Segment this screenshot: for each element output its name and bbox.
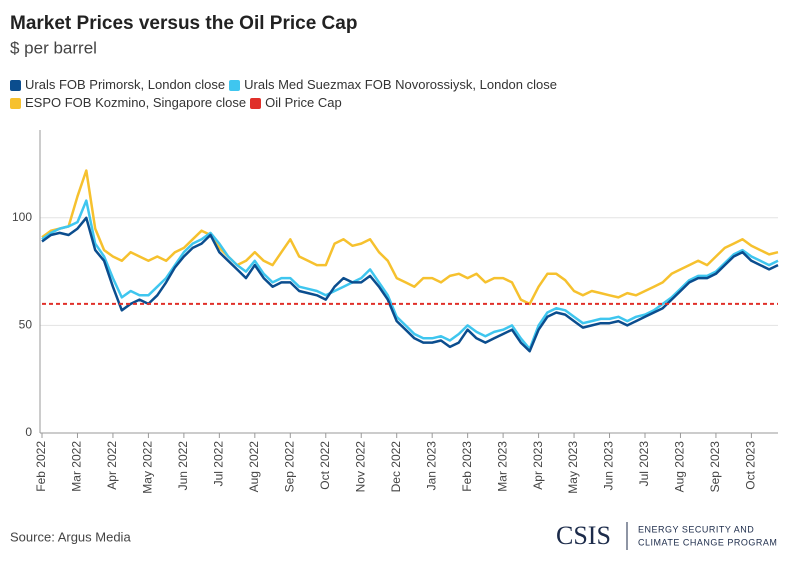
legend-label: Oil Price Cap — [265, 95, 342, 110]
legend-item: Oil Price Cap — [250, 94, 342, 112]
source: Source: Argus Media — [10, 529, 131, 544]
legend-swatch — [229, 79, 241, 91]
series-line — [41, 199, 779, 351]
x-tick-label: Jan 2023 — [424, 441, 438, 491]
y-tick-label: 100 — [12, 210, 32, 224]
chart-subtitle: $ per barrel — [10, 38, 97, 57]
x-tick-label: Aug 2022 — [247, 441, 261, 493]
legend-item: Urals FOB Primorsk, London close — [10, 76, 225, 94]
legend-item: Urals Med Suezmax FOB Novorossiysk, Lond… — [229, 76, 557, 94]
x-tick-label: Jul 2023 — [637, 441, 651, 487]
legend-swatch — [10, 97, 21, 109]
logo-line: ENERGY SECURITY AND — [638, 524, 754, 534]
y-tick-label: 0 — [25, 425, 32, 439]
x-tick-label: Jun 2023 — [602, 441, 616, 491]
legend-label: Urals FOB Primorsk, London close — [25, 77, 226, 92]
x-tick-label: Mar 2022 — [70, 441, 84, 492]
legend-swatch — [250, 97, 262, 109]
x-tick-label: Sep 2022 — [282, 441, 296, 493]
series-line — [41, 216, 779, 353]
x-tick-label: Apr 2022 — [105, 441, 119, 490]
x-tick-label: Apr 2023 — [531, 441, 545, 490]
x-tick-label: Mar 2023 — [495, 441, 509, 492]
chart-title: Market Prices versus the Oil Price Cap — [10, 13, 357, 34]
x-tick-label: Jun 2022 — [176, 441, 190, 491]
logo-line: CLIMATE CHANGE PROGRAM — [638, 537, 777, 547]
legend-swatch — [10, 79, 21, 91]
logo-name: CSIS — [556, 521, 611, 550]
legend: Urals FOB Primorsk, London close Urals Me… — [10, 76, 570, 112]
x-tick-label: Feb 2022 — [34, 441, 48, 492]
legend-label: Urals Med Suezmax FOB Novorossiysk, Lond… — [244, 77, 557, 92]
x-tick-label: May 2022 — [141, 441, 155, 494]
x-tick-label: Nov 2022 — [353, 441, 367, 493]
x-tick-label: Dec 2022 — [389, 441, 403, 493]
x-tick-label: Aug 2023 — [673, 441, 687, 493]
x-tick-label: Sep 2023 — [708, 441, 722, 493]
legend-label: ESPO FOB Kozmino, Singapore close — [25, 95, 247, 110]
x-tick-label: Feb 2023 — [460, 441, 474, 492]
y-tick-label: 50 — [19, 318, 33, 332]
x-tick-label: May 2023 — [566, 441, 580, 494]
x-tick-label: Oct 2023 — [744, 441, 758, 490]
x-tick-label: Oct 2022 — [318, 441, 332, 490]
x-tick-label: Jul 2022 — [212, 441, 226, 487]
series-line — [41, 169, 779, 306]
legend-item: ESPO FOB Kozmino, Singapore close — [10, 94, 246, 112]
